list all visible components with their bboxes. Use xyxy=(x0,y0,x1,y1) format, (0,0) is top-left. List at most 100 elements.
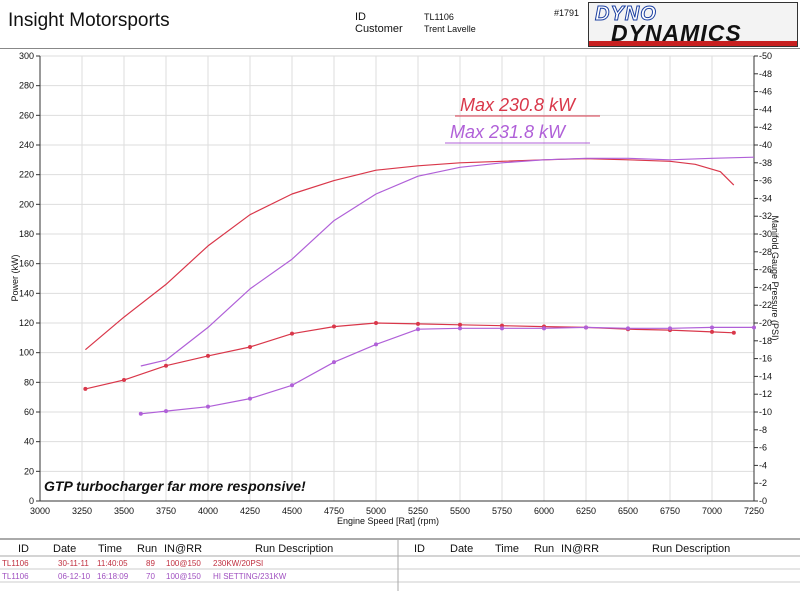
x-tick-label: 3500 xyxy=(114,506,134,516)
data-point xyxy=(206,404,210,409)
y2-tick-label: -48 xyxy=(759,69,772,79)
y2-tick-label: -26 xyxy=(759,265,772,275)
data-point xyxy=(290,383,294,388)
y-tick-label: 300 xyxy=(19,51,34,61)
y-tick-label: 280 xyxy=(19,81,34,91)
x-tick-label: 7250 xyxy=(744,506,764,516)
x-axis-label: Engine Speed [Rat] (rpm) xyxy=(337,516,439,526)
customer-label: Customer xyxy=(355,23,403,35)
data-point xyxy=(248,396,252,401)
x-tick-label: 4250 xyxy=(240,506,260,516)
table-cell: TL1106 xyxy=(2,559,29,568)
data-point xyxy=(206,353,210,358)
y2-tick-label: -42 xyxy=(759,122,772,132)
y-tick-label: 120 xyxy=(19,318,34,328)
id-value: TL1106 xyxy=(424,12,454,22)
x-tick-label: 6500 xyxy=(618,506,638,516)
data-point xyxy=(138,411,143,416)
logo-stripe xyxy=(589,41,797,46)
customer-value: Trent Lavelle xyxy=(424,24,476,34)
id-labels: ID Customer xyxy=(355,11,403,35)
run-table: ID Date Time Run IN@RR Run Description I… xyxy=(0,538,800,591)
col-header: Time xyxy=(495,543,520,555)
y2-tick-label: -36 xyxy=(759,176,772,186)
x-tick-label: 3250 xyxy=(72,506,92,516)
max-annotation-2: Max 231.8 kW xyxy=(450,122,567,142)
data-point xyxy=(332,360,336,365)
y-tick-label: 200 xyxy=(19,199,34,209)
x-tick-label: 3750 xyxy=(156,506,176,516)
dyno-dynamics-logo: DYNO DYNAMICS xyxy=(588,2,798,47)
y2-tick-label: -14 xyxy=(759,371,772,381)
col-header: Run Description xyxy=(255,543,334,555)
header-bar: Insight Motorsports ID Customer TL1106 T… xyxy=(0,0,800,49)
col-header: Run xyxy=(137,543,158,555)
data-point xyxy=(542,326,546,331)
table-lines xyxy=(0,538,800,591)
table-cell: 100@150 xyxy=(166,559,201,568)
col-header: Date xyxy=(53,543,77,555)
y2-tick-label: -10 xyxy=(759,407,772,417)
table-cell: 06-12-10 xyxy=(58,572,91,581)
x-tick-label: 5750 xyxy=(492,506,512,516)
table-cell: 70 xyxy=(146,572,155,581)
data-point xyxy=(752,325,756,330)
table-cell: 100@150 xyxy=(166,572,201,581)
data-point xyxy=(731,330,736,335)
data-point xyxy=(416,321,420,326)
col-header: IN@RR xyxy=(561,543,600,555)
boost-line xyxy=(140,326,754,415)
y2-tick-label: -6 xyxy=(759,443,767,453)
x-tick-label: 4500 xyxy=(282,506,302,516)
shop-name: Insight Motorsports xyxy=(8,10,170,31)
y2-tick-label: -40 xyxy=(759,140,772,150)
col-header: Time xyxy=(98,543,123,555)
data-point xyxy=(458,326,462,331)
table-cell: TL1106 xyxy=(2,572,29,581)
col-header: IN@RR xyxy=(164,543,203,555)
logo-line1: DYNO xyxy=(595,3,657,26)
y-axis-label: Power (kW) xyxy=(10,254,20,301)
data-point xyxy=(374,321,378,325)
table-cell: 16:18:09 xyxy=(97,572,129,581)
x-tick-label: 6250 xyxy=(576,506,596,516)
y-tick-label: 240 xyxy=(19,140,34,150)
y-tick-label: 40 xyxy=(24,437,34,447)
data-point xyxy=(458,322,462,327)
y-tick-label: 80 xyxy=(24,377,34,387)
data-point xyxy=(584,325,588,330)
chart-svg: 3000 3250 3500 3750 4000 4250 4500 4750 5000 5250… xyxy=(10,51,780,526)
x-tick-label: 5000 xyxy=(366,506,386,516)
series-lines xyxy=(83,156,756,416)
max-annotation-1: Max 230.8 kW xyxy=(460,95,577,115)
data-point xyxy=(626,326,630,331)
power-line xyxy=(85,157,735,351)
boost-line xyxy=(85,322,734,390)
col-header: Date xyxy=(450,543,474,555)
table-cell: 11:40:05 xyxy=(97,559,128,568)
data-point xyxy=(710,325,714,330)
x-tick-label: 4750 xyxy=(324,506,344,516)
y-tick-label: 0 xyxy=(29,496,34,506)
y2-tick-label: -12 xyxy=(759,389,772,399)
y2-tick-label: -32 xyxy=(759,211,772,221)
data-point xyxy=(248,345,252,350)
y-tick-label: 180 xyxy=(19,229,34,239)
data-point xyxy=(290,331,294,336)
col-header: Run xyxy=(534,543,555,555)
col-header: ID xyxy=(18,543,29,555)
id-label: ID xyxy=(355,11,366,23)
data-point xyxy=(710,329,714,334)
y-tick-label: 220 xyxy=(19,170,34,180)
data-point xyxy=(668,326,672,331)
table-cell: 89 xyxy=(146,559,155,568)
grid-lines xyxy=(39,55,755,502)
data-point xyxy=(500,326,504,331)
y-tick-label: 160 xyxy=(19,259,34,269)
x-tick-label: 7000 xyxy=(702,506,722,516)
chart-note: GTP turbocharger far more responsive! xyxy=(44,478,306,494)
y-tick-label: 140 xyxy=(19,288,34,298)
data-point xyxy=(164,409,168,414)
y2-tick-label: -20 xyxy=(759,318,772,328)
x-tick-label: 3000 xyxy=(30,506,50,516)
